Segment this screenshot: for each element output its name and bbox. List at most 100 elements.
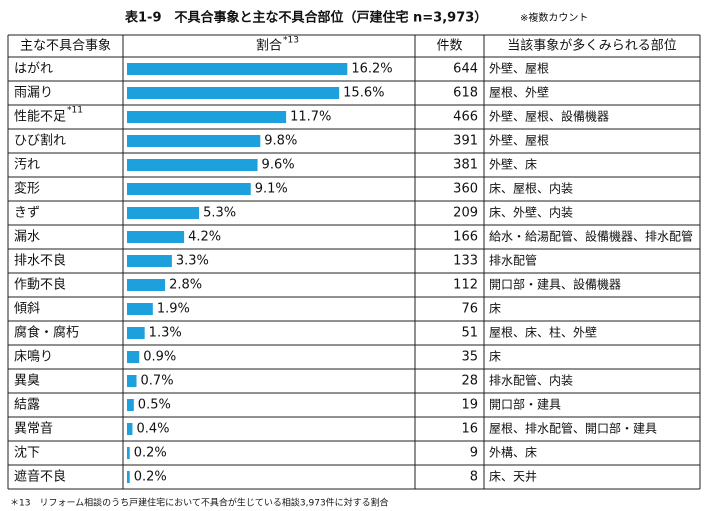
parts: 床、屋根、内装 <box>489 182 573 196</box>
count: 618 <box>453 86 478 101</box>
share-label: 5.3% <box>203 206 236 221</box>
event-name: 腐食・腐朽 <box>14 325 79 341</box>
event-name: 汚れ <box>14 158 40 173</box>
count: 9 <box>470 446 478 461</box>
count: 35 <box>461 350 478 365</box>
parts: 給水・給湯配管、設備機器、排水配管 <box>489 229 693 244</box>
share-label: 15.6% <box>343 86 384 101</box>
parts: 排水配管 <box>489 253 537 268</box>
share-bar <box>127 327 145 339</box>
event-name: 漏水 <box>14 229 40 245</box>
share-label: 1.9% <box>157 302 190 317</box>
event-name: 傾斜 <box>14 302 40 317</box>
parts: 排水配管、内装 <box>489 373 573 388</box>
share-bar <box>127 303 153 315</box>
footnote: ＊13 リフォーム相談のうち戸建住宅において不具合が生じている相談3,973件に… <box>10 497 389 509</box>
share-bar <box>127 423 133 435</box>
share-label: 4.2% <box>188 230 221 245</box>
count: 644 <box>453 62 478 77</box>
event-name: はがれ <box>14 62 53 77</box>
event-name: 異常音 <box>14 421 53 437</box>
header-cell: 割合 <box>256 38 282 54</box>
share-label: 0.7% <box>141 374 174 389</box>
share-bar <box>127 135 261 147</box>
parts: 床 <box>489 350 501 364</box>
share-bar <box>127 231 185 243</box>
count: 16 <box>461 422 478 437</box>
parts: 屋根、床、柱、外壁 <box>489 325 597 340</box>
header-cell: 主な不具合事象 <box>20 39 111 54</box>
title-note: ※複数カウント <box>520 11 588 24</box>
share-bar <box>127 255 172 267</box>
parts: 外壁、床 <box>489 157 537 172</box>
event-name: 雨漏り <box>14 85 53 101</box>
header-note: *13 <box>283 36 299 46</box>
parts: 外壁、屋根、設備機器 <box>489 109 609 124</box>
share-label: 3.3% <box>176 254 209 269</box>
share-bar <box>127 279 166 291</box>
count: 51 <box>461 326 478 341</box>
count: 391 <box>453 134 478 149</box>
count: 381 <box>453 158 478 173</box>
count: 19 <box>461 398 478 413</box>
event-name: 変形 <box>14 181 40 197</box>
share-label: 2.8% <box>169 278 202 293</box>
event-name: 作動不良 <box>14 277 66 293</box>
event-name: ひび割れ <box>14 133 66 149</box>
parts: 床、天井 <box>489 470 537 484</box>
count: 209 <box>453 206 478 221</box>
share-label: 9.6% <box>262 158 295 173</box>
count: 8 <box>470 470 478 485</box>
share-bar <box>127 351 140 363</box>
share-bar <box>127 399 134 411</box>
count: 76 <box>461 302 478 317</box>
share-label: 0.4% <box>136 422 169 437</box>
title: 表1-9 不具合事象と主な不具合部位（戸建住宅 n=3,973） <box>124 10 487 26</box>
share-bar <box>127 87 340 99</box>
share-label: 9.8% <box>264 134 297 149</box>
share-label: 11.7% <box>290 110 331 125</box>
share-label: 0.5% <box>138 398 171 413</box>
share-label: 9.1% <box>255 182 288 197</box>
share-bar <box>127 375 137 387</box>
event-name: 排水不良 <box>14 253 66 269</box>
header-cell: 当該事象が多くみられる部位 <box>507 38 677 54</box>
event-name: きず <box>14 206 40 221</box>
share-bar <box>127 159 258 171</box>
parts: 外構、床 <box>489 446 537 460</box>
parts: 床、外壁、内装 <box>489 205 573 220</box>
event-note: *11 <box>67 106 83 116</box>
share-label: 0.2% <box>134 470 167 485</box>
share-bar <box>127 63 348 75</box>
header-cell: 件数 <box>436 39 462 54</box>
share-label: 0.9% <box>143 350 176 365</box>
parts: 屋根、排水配管、開口部・建具 <box>489 421 657 436</box>
share-label: 16.2% <box>351 62 392 77</box>
share-bar <box>127 207 200 219</box>
share-label: 0.2% <box>134 446 167 461</box>
share-label: 1.3% <box>149 326 182 341</box>
parts: 床 <box>489 302 501 316</box>
count: 466 <box>453 110 478 125</box>
event-name: 床鳴り <box>14 350 53 365</box>
share-bar <box>127 447 130 459</box>
count: 28 <box>461 374 478 389</box>
share-bar <box>127 183 251 195</box>
count: 133 <box>453 254 478 269</box>
parts: 開口部・建具、設備機器 <box>489 277 621 292</box>
parts: 外壁、屋根 <box>489 133 549 148</box>
event-name: 沈下 <box>14 446 40 461</box>
event-name: 遮音不良 <box>14 469 66 485</box>
event-name: 性能不足 <box>14 110 66 125</box>
count: 166 <box>453 230 478 245</box>
share-bar <box>127 471 130 483</box>
event-name: 異臭 <box>14 374 40 389</box>
share-bar <box>127 111 287 123</box>
parts: 外壁、屋根 <box>489 61 549 76</box>
event-name: 結露 <box>14 398 40 413</box>
count: 360 <box>453 182 478 197</box>
count: 112 <box>453 278 478 293</box>
parts: 開口部・建具 <box>489 397 561 412</box>
parts: 屋根、外壁 <box>489 85 549 100</box>
